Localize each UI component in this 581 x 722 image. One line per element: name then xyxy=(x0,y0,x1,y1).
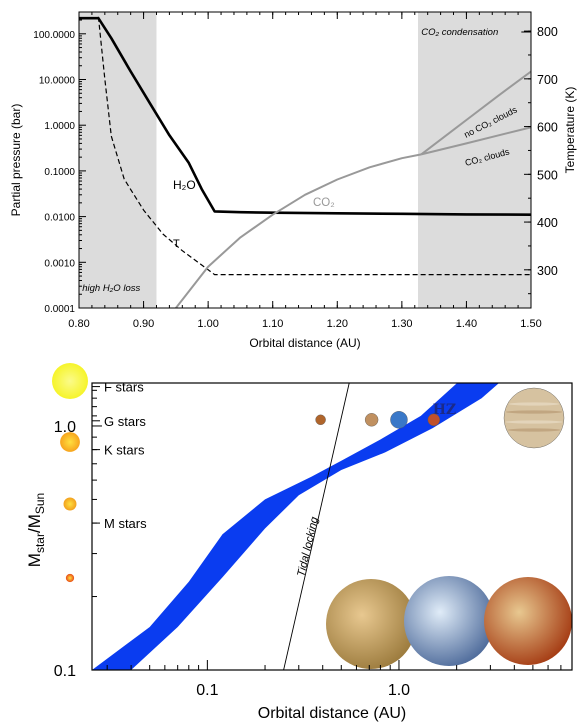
planet-earth xyxy=(390,411,408,429)
top-y-tick-label-4: 0.1000 xyxy=(44,167,75,178)
top-y-tick-label-1: 0.0001 xyxy=(44,304,75,315)
co2-condensation-label: CO₂ condensation xyxy=(421,27,498,38)
top-x-tick-label-4: 1.10 xyxy=(262,318,283,330)
top-y-tick-label-2: 0.0010 xyxy=(44,258,75,269)
h2o-label: H₂O xyxy=(173,178,196,192)
bottom-y-tick-label-1: 0.1 xyxy=(54,663,76,680)
bottom-y-axis-label: Mstar/MSun xyxy=(25,493,47,567)
bottom-plot-frame xyxy=(91,382,573,671)
top-y-tick-label-5: 1.0000 xyxy=(44,121,75,132)
top-x-tick-label-1: 0.80 xyxy=(68,318,89,330)
top-y2-tick-label-1: 300 xyxy=(537,264,558,278)
star-class-label-1: F stars xyxy=(104,380,144,395)
bottom-x-tick-label-2: 1.0 xyxy=(388,682,410,699)
temperature-label: T xyxy=(173,238,180,250)
top-y2-tick-label-3: 500 xyxy=(537,168,558,182)
top-y2-axis-label: Temperature (K) xyxy=(563,87,577,174)
planet-mercury xyxy=(315,414,326,425)
top-x-tick-label-2: 0.90 xyxy=(133,318,154,330)
shaded-region-1 xyxy=(79,12,157,308)
high-h2o-loss-label: high H₂O loss xyxy=(82,283,140,294)
top-x-tick-label-8: 1.50 xyxy=(520,318,541,330)
shaded-region-2 xyxy=(418,12,531,308)
bottom-y-axis-label-part: M xyxy=(25,553,44,567)
series-line-5 xyxy=(420,126,531,156)
top-x-tick-label-6: 1.30 xyxy=(391,318,412,330)
top-y2-tick-label-6: 800 xyxy=(537,25,558,39)
planet-image-3 xyxy=(484,577,572,665)
star-class-label-2: G stars xyxy=(104,414,146,429)
top-plot-frame xyxy=(78,11,532,309)
planet-image-1 xyxy=(326,579,416,669)
tidal-locking-label: Tidal locking xyxy=(295,515,321,578)
top-x-tick-label-7: 1.40 xyxy=(456,318,477,330)
bottom-y-axis-label-part: Sun xyxy=(33,493,47,514)
star-class-label-4: M stars xyxy=(104,516,147,531)
habitable-zone-band xyxy=(92,383,500,670)
top-x-axis-label: Orbital distance (AU) xyxy=(249,336,360,350)
top-y-tick-label-3: 0.0100 xyxy=(44,213,75,224)
star-icon-1 xyxy=(52,363,88,399)
planet-mars xyxy=(427,413,441,426)
series-line-3 xyxy=(175,153,422,308)
star-icon-4 xyxy=(65,573,75,583)
top-y2-tick-label-2: 400 xyxy=(537,216,558,230)
bottom-y-axis-label-part: /M xyxy=(25,514,44,533)
planet-venus xyxy=(364,413,379,427)
top-x-tick-label-3: 1.00 xyxy=(197,318,218,330)
bottom-y-axis-label-part: star xyxy=(33,533,47,553)
top-y-axis-label: Partial pressure (bar) xyxy=(9,104,23,217)
bottom-y-axis-label-text: Mstar/MSun xyxy=(25,493,47,567)
planet-image-2 xyxy=(404,576,494,666)
bottom-x-axis-label: Orbital distance (AU) xyxy=(258,705,407,722)
top-y2-tick-label-4: 600 xyxy=(537,121,558,135)
star-class-label-3: K stars xyxy=(104,443,145,458)
series-line-1 xyxy=(79,16,531,216)
jupiter-band xyxy=(505,420,563,424)
hz-label: HZ xyxy=(433,402,456,418)
jupiter-band xyxy=(507,428,561,432)
top-y2-tick-label-5: 700 xyxy=(537,73,558,87)
top-y-tick-label-6: 10.0000 xyxy=(39,76,76,87)
co2-label: CO₂ xyxy=(313,197,335,209)
tidal-locking-line xyxy=(283,383,350,670)
bottom-x-tick-label-1: 0.1 xyxy=(196,682,218,699)
planet-jupiter xyxy=(503,387,565,449)
top-x-tick-label-5: 1.20 xyxy=(327,318,348,330)
bottom-y-tick-label-2: 1.0 xyxy=(54,419,76,436)
series-line-2 xyxy=(97,16,531,276)
jupiter-band xyxy=(505,410,563,414)
series-line-4 xyxy=(420,70,531,156)
star-icon-3 xyxy=(63,497,77,511)
star-icon-2 xyxy=(60,432,80,452)
top-y-tick-label-7: 100.0000 xyxy=(33,30,75,41)
jupiter-band xyxy=(508,402,560,406)
